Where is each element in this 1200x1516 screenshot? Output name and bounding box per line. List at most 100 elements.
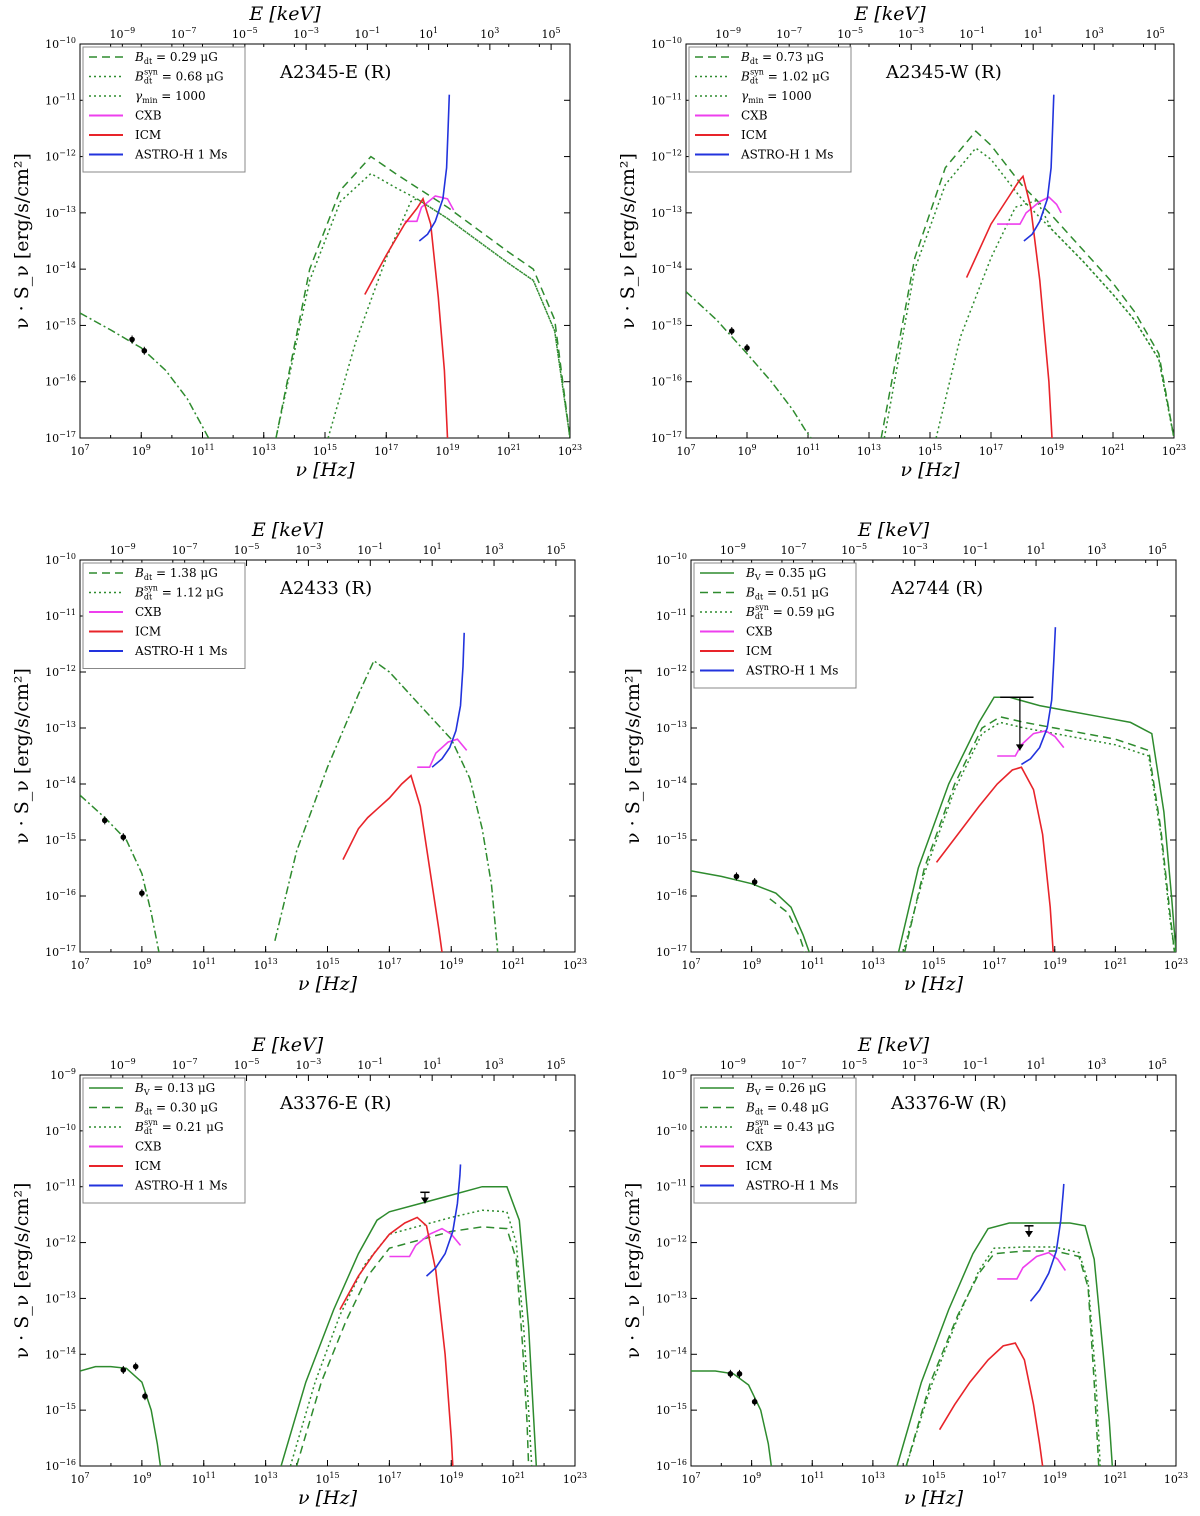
x-tick-label: 1019: [435, 443, 459, 458]
x-tick-label: 1011: [190, 443, 214, 458]
x-tick-label: 1013: [861, 1471, 885, 1486]
top-axis-label: E [keV]: [251, 519, 324, 541]
legend-label: BV = 0.35 μG: [745, 566, 826, 582]
top-tick-label: 10−3: [293, 26, 319, 41]
legend-label: Bdtsyn = 1.02 μG: [740, 68, 830, 86]
series-line-radio: [80, 794, 160, 952]
legend-label: CXB: [135, 605, 162, 619]
top-tick-label: 10−9: [720, 1057, 746, 1072]
series-line-radio: [80, 312, 210, 438]
y-tick-label: 10−13: [656, 720, 687, 735]
legend-label: Bdtsyn = 0.21 μG: [134, 1118, 224, 1136]
x-tick-label: 107: [70, 443, 89, 458]
y-tick-label: 10−13: [45, 720, 76, 735]
y-tick-label: 10−13: [656, 1290, 687, 1305]
x-axis-label: ν [Hz]: [296, 459, 356, 481]
x-tick-label: 1011: [800, 1471, 824, 1486]
top-tick-label: 103: [1085, 26, 1104, 41]
legend-label: ICM: [741, 128, 767, 142]
legend-label: ASTRO-H 1 Ms: [740, 148, 833, 162]
top-tick-label: 105: [1146, 26, 1165, 41]
series-line-radio: [691, 870, 810, 952]
x-axis-label: ν [Hz]: [901, 459, 961, 481]
series-line--min-1000: [935, 199, 1174, 438]
series-line-b-dt-1-38-g: [274, 659, 499, 952]
y-tick-label: 10−9: [50, 1067, 76, 1082]
y-tick-label: 10−17: [656, 944, 687, 959]
x-tick-label: 1013: [857, 443, 881, 458]
top-tick-label: 101: [1024, 26, 1043, 41]
top-tick-label: 105: [546, 542, 565, 557]
top-tick-label: 103: [1087, 542, 1106, 557]
series-group: [686, 94, 1174, 438]
series-line-icm: [339, 1216, 454, 1466]
x-tick-label: 1017: [374, 443, 398, 458]
top-tick-label: 103: [1087, 1057, 1106, 1072]
legend-label: CXB: [135, 109, 162, 123]
x-tick-label: 1013: [254, 957, 278, 972]
legend-label: Bdtsyn = 0.68 μG: [134, 68, 224, 86]
chart-panel-1: 107 109 1011 1013 1015 1017 1019 1021 1023 10−9 10…: [11, 3, 582, 481]
x-tick-label: 107: [70, 1471, 89, 1486]
legend-label: ASTRO-H 1 Ms: [745, 1179, 838, 1193]
series-line-b-v-0-13-g: [280, 1185, 538, 1466]
y-tick-label: 10−14: [45, 1346, 76, 1361]
series-line-b-dt-syn-0-68-g: [275, 172, 570, 438]
top-tick-label: 10−3: [296, 542, 322, 557]
x-tick-label: 1019: [439, 957, 463, 972]
chart-title: A2433 (R): [279, 578, 372, 599]
upper-limit-arrow: [1024, 1230, 1033, 1237]
x-axis-label: ν [Hz]: [298, 1487, 358, 1509]
y-tick-label: 10−16: [656, 888, 687, 903]
series-group: [80, 94, 570, 438]
y-tick-label: 10−10: [45, 1123, 76, 1138]
y-tick-label: 10−14: [656, 1346, 687, 1361]
legend-label: CXB: [746, 625, 773, 639]
x-tick-label: 109: [742, 957, 761, 972]
y-tick-label: 10−16: [45, 888, 76, 903]
top-tick-label: 10−1: [959, 26, 985, 41]
y-axis-label: ν · S_ν [erg/s/cm²]: [622, 1183, 644, 1359]
series-line-radio: [80, 1365, 162, 1466]
x-tick-label: 107: [70, 957, 89, 972]
series-line--min-1000: [327, 197, 570, 438]
y-tick-label: 10−15: [651, 317, 682, 332]
y-axis-label: ν · S_ν [erg/s/cm²]: [11, 668, 33, 844]
upper-limit-arrow: [420, 1197, 429, 1204]
legend-box: [82, 46, 246, 173]
y-tick-label: 10−9: [661, 1067, 687, 1082]
x-tick-label: 1023: [558, 443, 582, 458]
top-tick-label: 10−5: [234, 542, 260, 557]
chart-panel-4: 107 109 1011 1013 1015 1017 1019 1021 1023 10−9 10…: [622, 519, 1188, 995]
chart-title: A3376-E (R): [279, 1093, 391, 1114]
series-line-cxb: [997, 729, 1065, 757]
y-tick-label: 10−13: [45, 205, 76, 220]
legend-label: Bdt = 0.51 μG: [745, 586, 829, 602]
y-tick-label: 10−10: [656, 552, 687, 567]
series-line-cxb: [389, 1227, 462, 1258]
y-tick-label: 10−11: [656, 1179, 687, 1194]
top-tick-label: 10−7: [171, 26, 197, 41]
series-line-astro-h-1-ms: [1023, 94, 1055, 242]
top-tick-label: 101: [423, 542, 442, 557]
series-line-radio-alt-: [769, 898, 806, 952]
top-tick-label: 105: [546, 1057, 565, 1072]
x-tick-label: 107: [681, 957, 700, 972]
top-tick-label: 10−3: [902, 542, 928, 557]
series-line-b-dt-0-30-g: [295, 1226, 530, 1466]
series-line-astro-h-1-ms: [418, 94, 451, 242]
y-tick-label: 10−11: [651, 92, 682, 107]
y-axis-label: ν · S_ν [erg/s/cm²]: [11, 1183, 33, 1359]
series-line-icm: [364, 196, 449, 438]
x-tick-label: 109: [742, 1471, 761, 1486]
x-tick-label: 1021: [1103, 1471, 1127, 1486]
top-tick-label: 103: [480, 26, 499, 41]
top-tick-label: 10−9: [715, 26, 741, 41]
y-tick-label: 10−11: [45, 92, 76, 107]
x-tick-label: 1013: [254, 1471, 278, 1486]
x-tick-label: 1019: [1043, 957, 1067, 972]
legend-label: Bdt = 0.30 μG: [134, 1101, 218, 1117]
top-tick-label: 10−3: [902, 1057, 928, 1072]
x-tick-label: 1015: [921, 957, 945, 972]
x-tick-label: 1023: [563, 1471, 587, 1486]
